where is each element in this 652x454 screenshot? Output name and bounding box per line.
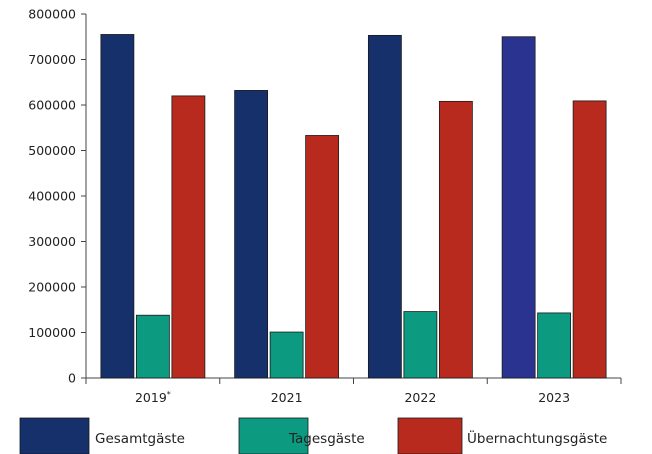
legend-label: Tagesgäste xyxy=(288,431,365,447)
bar-tagesgäste-2019 xyxy=(135,314,170,379)
legend-swatch xyxy=(19,417,90,454)
bar-gesamtgäste-2023 xyxy=(501,36,536,379)
bars xyxy=(100,34,607,379)
y-tick-label: 0 xyxy=(68,371,76,386)
bar-übernachtungsgäste-2019 xyxy=(171,95,206,379)
x-tick-label: 2021 xyxy=(271,390,303,405)
y-tick-label: 500000 xyxy=(28,143,76,158)
y-tick-label: 100000 xyxy=(28,325,76,340)
x-axis: 2019* 2021 2022 2023 xyxy=(85,377,622,405)
bar-übernachtungsgäste-2023 xyxy=(572,100,607,379)
bar-tagesgäste-2023 xyxy=(537,312,572,379)
bar-tagesgäste-2021 xyxy=(269,331,304,379)
y-tick-label: 700000 xyxy=(28,52,76,67)
x-tick-label: 2019* xyxy=(135,390,171,405)
bar-gesamtgäste-2022 xyxy=(367,34,402,379)
bar-tagesgäste-2022 xyxy=(403,311,438,379)
category-footnote-marker: * xyxy=(167,390,171,399)
y-tick-label: 300000 xyxy=(28,234,76,249)
y-tick-label: 200000 xyxy=(28,280,76,295)
legend-swatch xyxy=(238,417,309,454)
legend-swatch xyxy=(397,417,463,454)
bar-gesamtgäste-2021 xyxy=(234,90,269,379)
legend: Gesamtgäste Tagesgäste Übernachtungsgäste xyxy=(19,417,607,454)
x-tick-label: 2023 xyxy=(538,390,570,405)
x-tick-label: 2022 xyxy=(404,390,436,405)
bar-gesamtgäste-2019 xyxy=(100,34,135,379)
bar-übernachtungsgäste-2021 xyxy=(305,135,340,379)
y-tick-label: 600000 xyxy=(28,98,76,113)
legend-label: Gesamtgäste xyxy=(95,431,185,447)
legend-label: Übernachtungsgäste xyxy=(467,429,607,447)
bar-übernachtungsgäste-2022 xyxy=(438,100,473,379)
y-axis: 0 100000 200000 300000 400000 500000 600000 700… xyxy=(28,7,87,386)
y-tick-label: 800000 xyxy=(28,7,76,22)
y-tick-label: 400000 xyxy=(28,189,76,204)
